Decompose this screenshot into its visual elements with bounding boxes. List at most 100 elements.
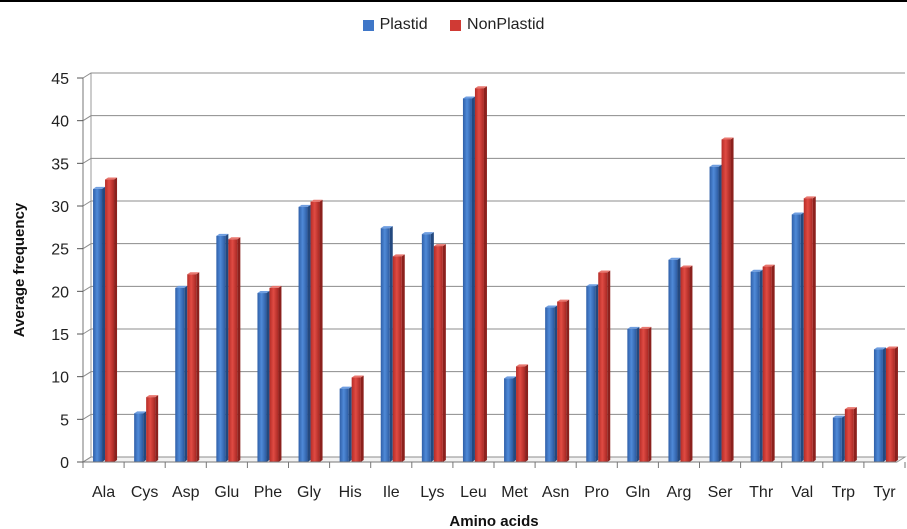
bar-side [554,305,558,462]
bar-top [721,137,734,140]
bar [586,284,599,462]
bar-front [93,188,103,462]
chart-legend: Plastid NonPlastid [0,16,907,36]
bar [228,237,241,462]
bar-side [894,346,898,462]
y-tick-label: 45 [51,71,69,88]
bar-front [310,201,320,462]
x-tick-label: Ser [708,484,734,501]
x-tick-label: His [339,484,362,501]
bar-side [102,186,106,462]
x-tick-labels: Ala Cys Asp Glu Phe Gly His Ile Lys Leu Met Asn Pro G… [92,484,896,501]
y-tick-label: 30 [51,199,69,216]
x-tick-label: Ile [383,484,400,501]
x-tick-label: Gly [297,484,321,501]
bar-top [474,86,487,89]
bar [474,86,487,463]
bar [462,96,475,462]
bar-front [721,139,731,462]
bar-side [114,177,118,462]
bar-top [462,96,475,99]
bar [105,177,118,462]
bar [298,204,311,462]
bar-top [762,264,775,267]
bar [146,395,159,462]
legend-swatch-plastid [362,19,374,31]
y-tick-label: 15 [51,327,69,344]
legend-label-nonplastid: NonPlastid [467,16,545,33]
bar-side [648,326,652,462]
bar-front [832,417,842,462]
x-tick-label: Trp [832,484,856,501]
bar-front [504,378,514,462]
x-tick-label: Phe [254,484,283,501]
bar-top [627,326,640,329]
bar-side [566,299,570,462]
gridline [82,285,905,292]
bar-top [105,177,118,180]
bar-top [598,270,611,273]
bar [680,265,693,462]
bar-top [832,415,845,418]
bar [598,270,611,462]
bar-front [269,287,279,462]
bar-side [307,204,311,462]
bar-side [677,257,681,462]
bar-front [750,271,760,462]
bar [310,199,323,462]
bar-side [730,137,734,462]
bar-side [319,199,323,462]
bar-front [351,377,361,462]
bar-front [803,198,813,462]
y-tick-label: 25 [51,242,69,259]
bar-side [607,270,611,462]
bar-side [771,264,775,462]
bar-top [433,244,446,247]
bar [216,233,229,462]
bar-top [586,284,599,287]
bar-front [557,301,567,462]
bar-top [93,186,106,189]
axes [82,78,906,468]
bar-front [639,328,649,462]
bar-side [812,196,816,462]
y-tick-labels: 0 5 10 15 20 25 30 35 40 45 [51,71,83,472]
bar-top [709,164,722,167]
bar [93,186,106,462]
legend-item-nonplastid: NonPlastid [450,16,544,34]
bar-side [401,254,405,462]
bar-side [360,375,364,462]
bar-side [389,226,393,462]
y-tick-label: 40 [51,114,69,131]
y-tick-label: 35 [51,156,69,173]
bar-top [269,285,282,288]
bar-front [474,88,484,463]
bar [134,411,147,462]
bar-side [882,347,886,462]
bar-top [668,257,681,260]
bar-top [873,347,886,350]
bar-side [225,233,229,462]
bar-top [557,299,570,302]
bar-front [586,286,596,462]
bar-front [627,328,637,462]
bar-side [513,376,517,462]
bar-side [266,291,270,462]
bar-front [844,409,854,462]
bar-top [844,407,857,410]
bar-top [516,364,529,367]
bar-front [433,246,443,462]
gridlines [82,72,905,463]
y-tick-label: 0 [60,455,69,472]
bar-side [278,285,282,462]
bar [639,326,652,462]
plot-background [81,73,907,463]
bar [885,346,898,462]
bar-front [462,98,472,462]
x-tick-label: Glu [214,484,239,501]
bar-side [800,212,804,462]
legend-swatch-nonplastid [450,19,462,31]
bar [175,285,188,462]
gridline [82,72,905,79]
bar [392,254,405,462]
